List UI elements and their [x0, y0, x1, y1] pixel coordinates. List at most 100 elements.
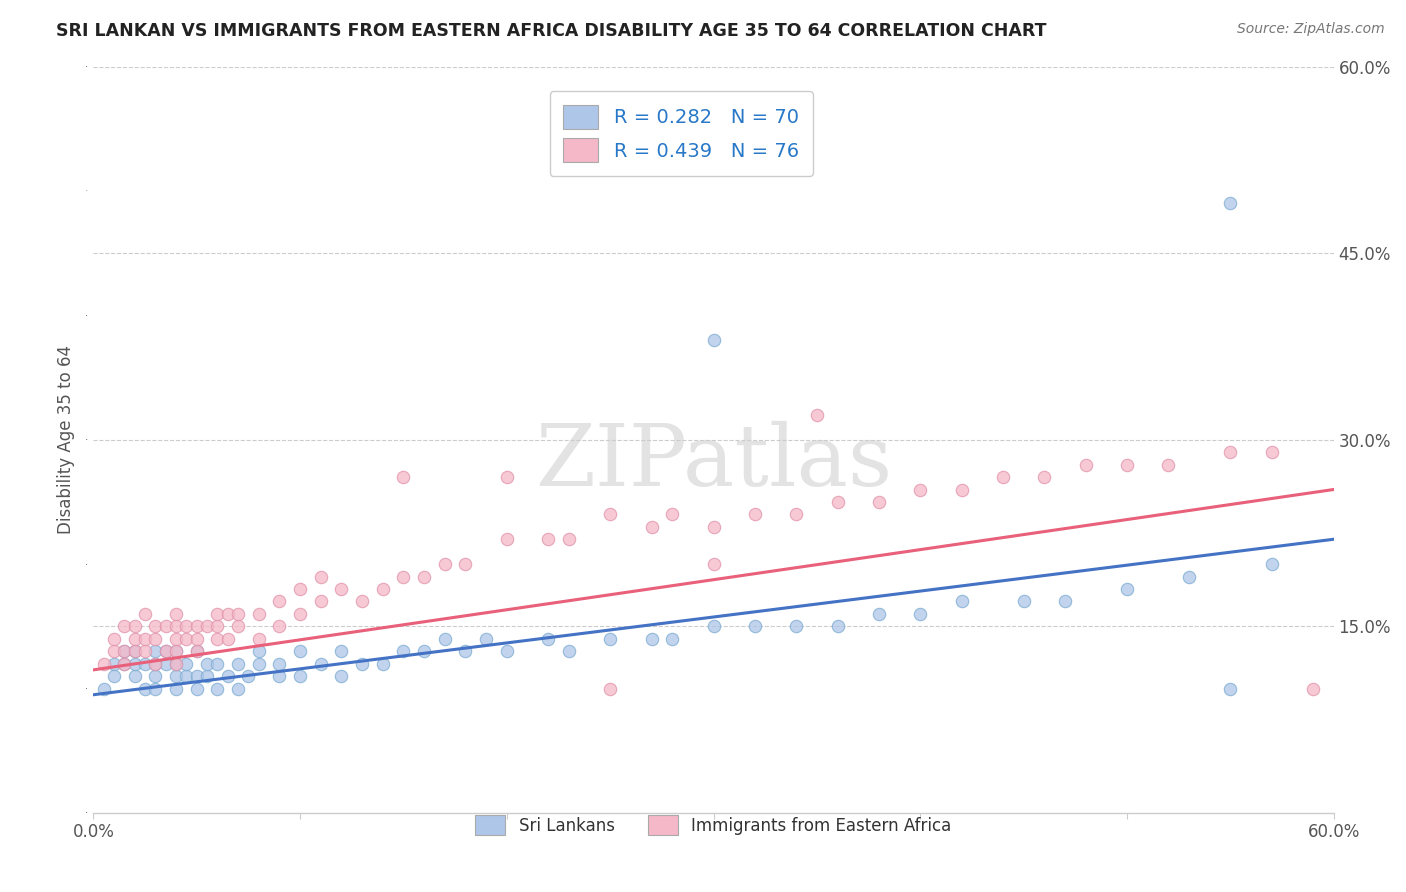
Point: [145, 681, 167, 696]
Point: [827, 495, 849, 509]
Point: [1219, 681, 1241, 696]
Point: [124, 669, 146, 683]
Point: [702, 520, 724, 534]
Point: [950, 594, 973, 608]
Point: [112, 657, 135, 671]
Point: [207, 657, 229, 671]
Point: [640, 520, 662, 534]
Point: [640, 632, 662, 646]
Point: [1302, 681, 1324, 696]
Point: [371, 657, 394, 671]
Point: [207, 619, 229, 633]
Point: [288, 644, 311, 658]
Point: [155, 657, 177, 671]
Point: [186, 644, 208, 658]
Point: [908, 483, 931, 497]
Point: [744, 619, 766, 633]
Point: [165, 644, 187, 658]
Point: [1219, 445, 1241, 459]
Point: [176, 669, 198, 683]
Point: [1074, 458, 1097, 472]
Point: [124, 657, 146, 671]
Point: [661, 632, 683, 646]
Point: [195, 619, 218, 633]
Point: [330, 669, 353, 683]
Point: [1157, 458, 1180, 472]
Point: [247, 644, 270, 658]
Point: [413, 644, 436, 658]
Point: [1219, 196, 1241, 211]
Point: [103, 657, 125, 671]
Point: [186, 669, 208, 683]
Point: [124, 632, 146, 646]
Point: [165, 607, 187, 621]
Point: [93, 681, 115, 696]
Point: [176, 632, 198, 646]
Point: [785, 619, 807, 633]
Point: [176, 619, 198, 633]
Point: [217, 632, 239, 646]
Point: [165, 644, 187, 658]
Point: [112, 619, 135, 633]
Point: [134, 657, 156, 671]
Point: [495, 470, 517, 484]
Point: [103, 632, 125, 646]
Point: [868, 495, 890, 509]
Point: [537, 533, 560, 547]
Point: [165, 619, 187, 633]
Point: [145, 669, 167, 683]
Point: [217, 669, 239, 683]
Point: [186, 632, 208, 646]
Point: [991, 470, 1014, 484]
Point: [868, 607, 890, 621]
Text: ZIPatlas: ZIPatlas: [534, 420, 891, 504]
Point: [599, 632, 621, 646]
Point: [1116, 582, 1139, 596]
Point: [186, 644, 208, 658]
Point: [702, 557, 724, 571]
Point: [186, 619, 208, 633]
Point: [134, 681, 156, 696]
Point: [495, 533, 517, 547]
Point: [145, 657, 167, 671]
Point: [269, 669, 291, 683]
Point: [195, 657, 218, 671]
Point: [661, 508, 683, 522]
Point: [288, 582, 311, 596]
Point: [330, 644, 353, 658]
Point: [1033, 470, 1056, 484]
Point: [93, 657, 115, 671]
Point: [269, 619, 291, 633]
Point: [238, 669, 260, 683]
Point: [165, 657, 187, 671]
Text: Source: ZipAtlas.com: Source: ZipAtlas.com: [1237, 22, 1385, 37]
Point: [950, 483, 973, 497]
Point: [827, 619, 849, 633]
Point: [392, 644, 415, 658]
Point: [112, 657, 135, 671]
Point: [371, 582, 394, 596]
Point: [537, 632, 560, 646]
Point: [454, 557, 477, 571]
Point: [112, 644, 135, 658]
Point: [165, 669, 187, 683]
Point: [195, 669, 218, 683]
Point: [392, 470, 415, 484]
Point: [269, 594, 291, 608]
Point: [112, 644, 135, 658]
Point: [1178, 569, 1201, 583]
Point: [352, 657, 374, 671]
Point: [247, 632, 270, 646]
Point: [145, 644, 167, 658]
Point: [454, 644, 477, 658]
Point: [433, 632, 456, 646]
Point: [186, 681, 208, 696]
Point: [1053, 594, 1076, 608]
Point: [226, 619, 249, 633]
Point: [247, 607, 270, 621]
Point: [1260, 557, 1282, 571]
Point: [226, 681, 249, 696]
Point: [226, 607, 249, 621]
Point: [134, 632, 156, 646]
Point: [558, 533, 581, 547]
